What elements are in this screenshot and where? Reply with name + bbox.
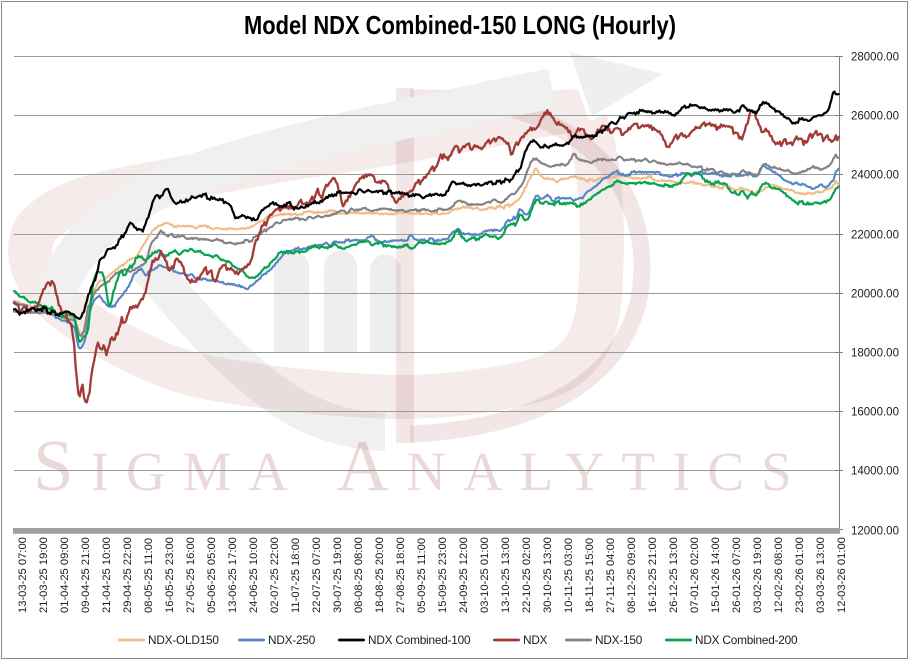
svg-text:16-05-25 23:00: 16-05-25 23:00 <box>164 537 176 613</box>
svg-text:08-08-25 08:00: 08-08-25 08:00 <box>353 537 365 613</box>
svg-text:NDX: NDX <box>523 633 548 647</box>
svg-text:NDX Combined-200: NDX Combined-200 <box>695 633 798 647</box>
svg-text:08-05-25 11:00: 08-05-25 11:00 <box>143 538 155 613</box>
svg-text:30-07-25 19:00: 30-07-25 19:00 <box>332 537 344 613</box>
svg-text:24-09-25 12:00: 24-09-25 12:00 <box>458 537 470 613</box>
svg-text:12000.00: 12000.00 <box>851 526 899 538</box>
svg-text:29-04-25 22:00: 29-04-25 22:00 <box>122 537 134 613</box>
svg-text:01-04-25 09:00: 01-04-25 09:00 <box>59 537 71 613</box>
svg-text:10-11-25 03:00: 10-11-25 03:00 <box>563 538 575 613</box>
svg-text:07-01-26 02:00: 07-01-26 02:00 <box>689 537 701 613</box>
svg-text:16-12-25 21:00: 16-12-25 21:00 <box>647 537 659 613</box>
svg-text:26000.00: 26000.00 <box>851 111 899 123</box>
svg-text:13-03-25 07:00: 13-03-25 07:00 <box>17 537 29 613</box>
svg-text:15-01-26 14:00: 15-01-26 14:00 <box>710 537 722 613</box>
svg-text:NDX-250: NDX-250 <box>268 633 316 647</box>
svg-text:30-10-25 13:00: 30-10-25 13:00 <box>542 537 554 613</box>
svg-text:18-11-25 15:00: 18-11-25 15:00 <box>584 538 596 613</box>
svg-text:NDX Combined-100: NDX Combined-100 <box>368 633 471 647</box>
svg-text:24000.00: 24000.00 <box>851 170 899 182</box>
svg-text:21-04-25 10:00: 21-04-25 10:00 <box>101 537 113 613</box>
svg-text:NDX-OLD150: NDX-OLD150 <box>148 633 219 647</box>
svg-text:NDX-150: NDX-150 <box>595 633 643 647</box>
svg-text:21-03-25 19:00: 21-03-25 19:00 <box>38 537 50 613</box>
svg-text:20000.00: 20000.00 <box>851 289 899 301</box>
svg-text:03-02-26 19:00: 03-02-26 19:00 <box>752 537 764 613</box>
svg-text:12-02-26 08:00: 12-02-26 08:00 <box>773 537 785 613</box>
svg-text:22000.00: 22000.00 <box>851 230 899 242</box>
svg-text:26-12-25 13:00: 26-12-25 13:00 <box>668 537 680 613</box>
svg-text:22-07-25 07:00: 22-07-25 07:00 <box>311 537 323 613</box>
svg-text:18-08-25 20:00: 18-08-25 20:00 <box>374 537 386 613</box>
svg-text:16000.00: 16000.00 <box>851 407 899 419</box>
svg-text:12-03-26 01:00: 12-03-26 01:00 <box>836 537 848 613</box>
svg-text:27-05-25 16:00: 27-05-25 16:00 <box>185 537 197 613</box>
svg-text:26-01-26 07:00: 26-01-26 07:00 <box>731 537 743 613</box>
svg-text:28000.00: 28000.00 <box>851 52 899 64</box>
svg-text:02-07-25 22:00: 02-07-25 22:00 <box>269 537 281 613</box>
svg-text:23-02-26 01:00: 23-02-26 01:00 <box>794 537 806 613</box>
svg-text:08-12-25 09:00: 08-12-25 09:00 <box>626 537 638 613</box>
svg-text:14000.00: 14000.00 <box>851 466 899 478</box>
svg-text:11-07-25 18:00: 11-07-25 18:00 <box>290 538 302 613</box>
svg-text:03-03-26 13:00: 03-03-26 13:00 <box>815 537 827 613</box>
svg-text:Model NDX Combined-150 LONG (H: Model NDX Combined-150 LONG (Hourly) <box>244 10 676 40</box>
svg-text:24-06-25 10:00: 24-06-25 10:00 <box>248 537 260 613</box>
svg-text:27-11-25 04:00: 27-11-25 04:00 <box>605 538 617 613</box>
svg-text:13-06-25 17:00: 13-06-25 17:00 <box>227 537 239 613</box>
svg-text:18000.00: 18000.00 <box>851 348 899 360</box>
svg-text:15-09-25 23:00: 15-09-25 23:00 <box>437 537 449 613</box>
svg-text:03-10-25 01:00: 03-10-25 01:00 <box>479 537 491 613</box>
svg-text:05-06-25 05:00: 05-06-25 05:00 <box>206 537 218 613</box>
svg-text:13-10-25 13:00: 13-10-25 13:00 <box>500 537 512 613</box>
svg-text:05-09-25 11:00: 05-09-25 11:00 <box>416 538 428 613</box>
svg-text:09-04-25 21:00: 09-04-25 21:00 <box>80 537 92 613</box>
svg-text:27-08-25 18:00: 27-08-25 18:00 <box>395 537 407 613</box>
svg-text:22-10-25 02:00: 22-10-25 02:00 <box>521 537 533 613</box>
